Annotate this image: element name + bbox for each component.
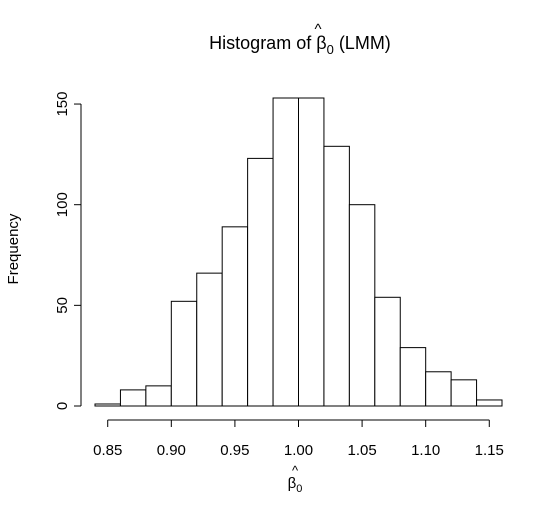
- y-tick-label: 150: [54, 92, 71, 117]
- chart-title-suffix: (LMM): [334, 33, 391, 53]
- histogram-bar: [94, 403, 121, 407]
- histogram-bar: [298, 97, 325, 407]
- chart-title-subscript: 0: [327, 42, 334, 57]
- chart-title-symbol: β: [316, 33, 326, 53]
- histogram-bar: [450, 379, 478, 407]
- histogram-bar: [196, 272, 223, 407]
- chart-title-prefix: Histogram of: [209, 33, 316, 53]
- x-axis-label-subscript: 0: [296, 483, 302, 495]
- y-axis-label: Frequency: [5, 213, 22, 284]
- chart-title: Histogram of β0 (LMM): [209, 33, 391, 57]
- x-axis-label-hat: ^: [292, 463, 299, 478]
- y-tick-label: 50: [54, 297, 71, 314]
- x-tick-label: 0.85: [93, 442, 122, 459]
- y-tick-label: 100: [54, 192, 71, 217]
- histogram-bar: [323, 145, 350, 407]
- x-tick-label: 0.90: [157, 442, 186, 459]
- y-tick-label: 0: [54, 402, 71, 410]
- histogram-bar: [348, 204, 376, 407]
- histogram-bar: [247, 157, 274, 407]
- histogram-bar: [399, 347, 427, 407]
- x-tick-label: 1.00: [284, 442, 313, 459]
- histogram-bars: [94, 97, 503, 407]
- x-tick-label: 1.10: [411, 442, 440, 459]
- x-axis: 0.85 0.90 0.95 1.00 1.05 1.10 1.15: [93, 419, 504, 459]
- histogram-bar: [145, 385, 172, 407]
- x-tick-label: 1.15: [475, 442, 504, 459]
- histogram-bar: [119, 389, 147, 407]
- x-axis-label: β0: [288, 475, 303, 495]
- x-tick-label: 0.95: [220, 442, 249, 459]
- x-axis-label-symbol: β: [288, 475, 297, 492]
- x-tick-label: 1.05: [347, 442, 376, 459]
- chart-title-hat: ^: [314, 21, 321, 38]
- histogram-bar: [374, 296, 401, 407]
- histogram-bar: [476, 399, 503, 407]
- histogram-bar: [170, 300, 198, 407]
- histogram-bar: [221, 226, 249, 407]
- y-axis: 0 50 100 150: [54, 92, 82, 410]
- histogram-bar: [425, 371, 452, 407]
- histogram-bar: [272, 97, 299, 407]
